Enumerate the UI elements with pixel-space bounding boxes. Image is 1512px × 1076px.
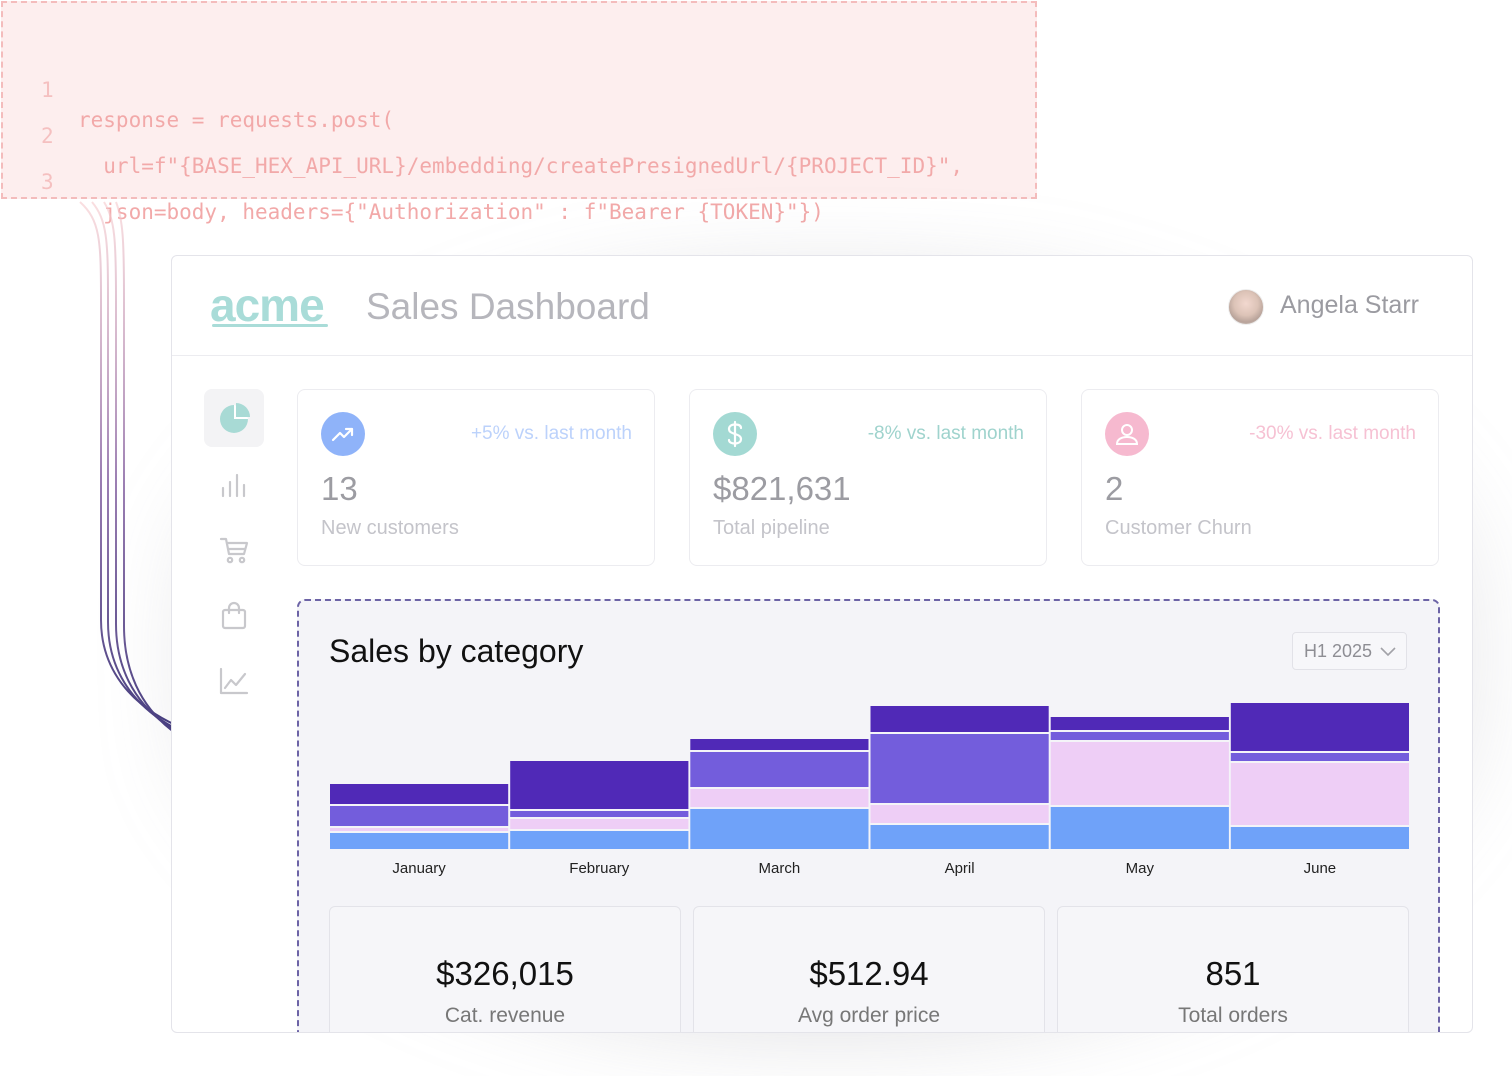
x-tick-label: June	[1304, 860, 1337, 877]
metric-label: Cat. revenue	[444, 1004, 566, 1027]
metric-avg-order-price: $512.94 Avg order price	[693, 906, 1045, 1032]
code-line-1: 1 response = requests.post(	[3, 45, 394, 132]
sidebar-item-overview[interactable]	[204, 389, 264, 447]
shopping-bag-icon	[221, 601, 247, 630]
kpi-card-total-pipeline[interactable]: -8% vs. last month $821,631 Total pipeli…	[689, 389, 1047, 566]
avatar[interactable]	[1228, 289, 1264, 325]
trending-up-icon	[331, 427, 354, 442]
line-number: 1	[41, 78, 54, 102]
bar-segment-january-series-3[interactable]	[330, 806, 509, 826]
bar-segment-april-series-4[interactable]	[870, 706, 1049, 732]
sidebar-item-trends[interactable]	[204, 652, 264, 710]
x-tick-label: March	[759, 860, 801, 877]
bar-segment-march-series-4[interactable]	[690, 739, 869, 750]
bar-segment-january-series-4[interactable]	[330, 784, 509, 804]
metric-label: Total orders	[1178, 1004, 1288, 1027]
bar-segment-january-series-1[interactable]	[330, 833, 509, 849]
metric-value: $326,015	[436, 955, 574, 992]
kpi-value: 13	[321, 470, 358, 507]
sidebar-item-products[interactable]	[204, 587, 264, 645]
bar-chart-icon	[221, 473, 246, 498]
sidebar-item-orders[interactable]	[204, 521, 264, 579]
line-number: 2	[41, 124, 54, 148]
bar-segment-june-series-4[interactable]	[1230, 703, 1409, 751]
bar-segment-february-series-2[interactable]	[510, 819, 689, 829]
code-line-2: 2 url=f"{BASE_HEX_API_URL}/embedding/cre…	[3, 91, 963, 178]
kpi-card-customer-churn[interactable]: -30% vs. last month 2 Customer Churn	[1081, 389, 1439, 566]
bar-segment-june-series-3[interactable]	[1230, 753, 1409, 761]
sales-by-category-section: Sales by category H1 2025 January Februar…	[297, 599, 1440, 1032]
bar-segment-may-series-1[interactable]	[1050, 807, 1229, 849]
sidebar-item-analytics[interactable]	[204, 456, 264, 514]
chart-title: Sales by category	[329, 633, 584, 669]
acme-logo[interactable]: acme	[210, 279, 325, 331]
code-line-3: 3 json=body, headers={"Authorization" : …	[3, 137, 824, 224]
period-select[interactable]: H1 2025	[1292, 632, 1407, 670]
user-icon	[1115, 424, 1139, 445]
code-text: json=body, headers={"Authorization" : f"…	[78, 200, 824, 224]
kpi-value: 2	[1105, 470, 1124, 507]
code-text: response = requests.post(	[78, 108, 395, 132]
dollar-icon	[727, 420, 743, 448]
kpi-delta: -8% vs. last month	[867, 423, 1024, 444]
kpi-badge	[321, 412, 365, 456]
bar-segment-june-series-1[interactable]	[1230, 827, 1409, 849]
bar-segment-march-series-3[interactable]	[690, 752, 869, 787]
bar-segment-june-series-2[interactable]	[1230, 763, 1409, 825]
bar-segment-february-series-3[interactable]	[510, 811, 689, 817]
metric-total-orders: 851 Total orders	[1057, 906, 1409, 1032]
metric-value: $512.94	[809, 955, 929, 992]
bar-segment-april-series-3[interactable]	[870, 734, 1049, 803]
kpi-value: $821,631	[713, 470, 851, 507]
dashboard-window: acme Sales Dashboard Angela Starr	[171, 255, 1473, 1033]
metric-label: Avg order price	[797, 1004, 941, 1027]
bar-segment-march-series-2[interactable]	[690, 789, 869, 807]
top-bar: acme Sales Dashboard Angela Starr	[172, 256, 1472, 356]
logo-underline	[212, 324, 328, 327]
bar-segment-may-series-2[interactable]	[1050, 742, 1229, 805]
kpi-card-new-customers[interactable]: +5% vs. last month 13 New customers	[297, 389, 655, 566]
code-text: url=f"{BASE_HEX_API_URL}/embedding/creat…	[78, 154, 964, 178]
kpi-label: Total pipeline	[713, 517, 830, 539]
cart-icon	[219, 537, 249, 564]
kpi-delta: -30% vs. last month	[1249, 423, 1416, 444]
stacked-bar-chart: January February March April May June	[330, 703, 1409, 877]
line-number: 3	[41, 170, 54, 194]
bar-segment-march-series-1[interactable]	[690, 809, 869, 849]
metric-value: 851	[1205, 955, 1261, 992]
line-chart-icon	[219, 667, 249, 695]
period-value: H1 2025	[1304, 641, 1373, 661]
bar-segment-april-series-2[interactable]	[870, 805, 1049, 823]
kpi-delta: +5% vs. last month	[470, 423, 632, 444]
x-tick-label: January	[392, 860, 446, 877]
kpi-label: New customers	[321, 517, 459, 539]
bar-segment-may-series-4[interactable]	[1050, 717, 1229, 730]
page-title: Sales Dashboard	[366, 286, 650, 327]
bar-segment-april-series-1[interactable]	[870, 825, 1049, 849]
kpi-badge	[1105, 412, 1149, 456]
bar-segment-february-series-4[interactable]	[510, 761, 689, 809]
x-tick-label: February	[569, 860, 630, 877]
bar-segment-january-series-2[interactable]	[330, 828, 509, 831]
x-tick-label: May	[1126, 860, 1155, 877]
code-snippet-panel: 1 response = requests.post( 2 url=f"{BAS…	[1, 1, 1037, 224]
pie-chart-icon	[220, 403, 250, 433]
kpi-label: Customer Churn	[1105, 517, 1252, 539]
x-tick-label: April	[945, 860, 975, 877]
chevron-down-icon	[1380, 647, 1396, 657]
metric-cat-revenue: $326,015 Cat. revenue	[329, 906, 681, 1032]
bar-segment-february-series-1[interactable]	[510, 831, 689, 849]
user-name[interactable]: Angela Starr	[1280, 291, 1419, 319]
kpi-badge	[713, 412, 757, 456]
bar-segment-may-series-3[interactable]	[1050, 732, 1229, 740]
